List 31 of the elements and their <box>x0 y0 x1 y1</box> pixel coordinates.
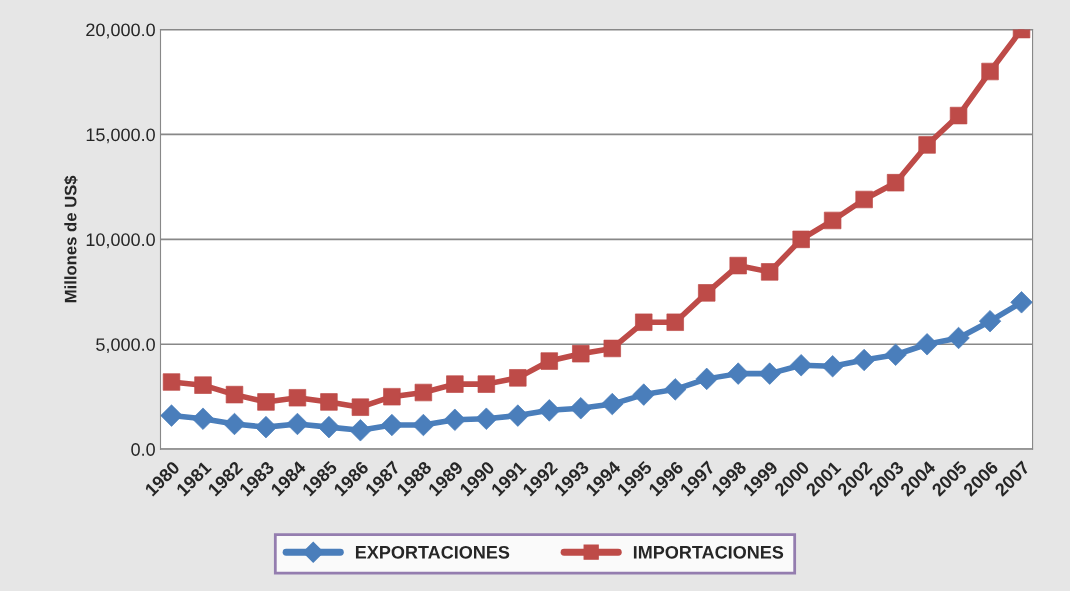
point <box>601 392 624 416</box>
y-tick-label: 20,000.0 <box>86 23 155 39</box>
point <box>540 352 558 370</box>
point <box>509 369 527 387</box>
point <box>884 343 907 366</box>
point <box>823 211 842 230</box>
point <box>443 408 467 431</box>
y-tick-label: 10,000.0 <box>86 233 155 249</box>
point <box>351 398 370 416</box>
point <box>729 256 747 275</box>
point <box>666 313 684 331</box>
point <box>632 383 655 406</box>
point <box>886 174 905 192</box>
legend-label: EXPORTACIONES <box>355 545 510 559</box>
point <box>288 389 307 407</box>
point <box>949 106 968 125</box>
y-axis-title: Millones de US$ <box>63 175 78 303</box>
point <box>1010 291 1033 314</box>
point <box>191 407 215 430</box>
legend-label: IMPORTACIONES <box>633 545 784 559</box>
y-tick-label: 5,000.0 <box>96 338 155 354</box>
y-tick-label: 0.0 <box>131 443 155 456</box>
y-tick-label: 15,000.0 <box>86 128 155 144</box>
point <box>947 326 970 350</box>
point <box>978 310 1002 333</box>
point <box>664 378 687 401</box>
point <box>603 339 621 358</box>
point <box>727 362 750 385</box>
point <box>695 367 718 391</box>
point <box>915 333 939 356</box>
point <box>538 399 561 422</box>
